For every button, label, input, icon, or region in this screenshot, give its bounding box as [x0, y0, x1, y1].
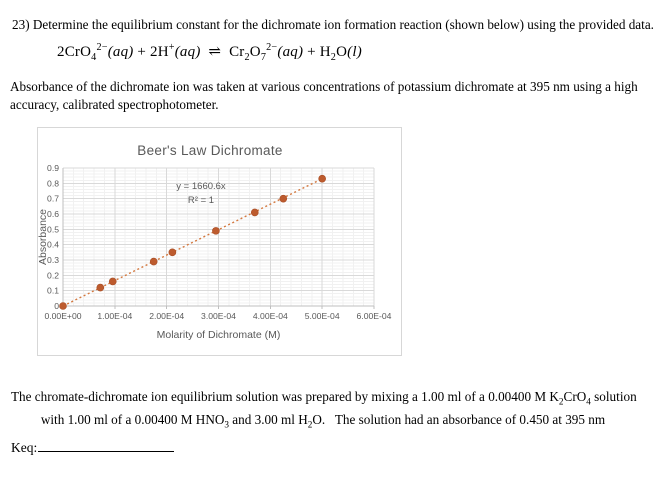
trendline: [62, 178, 323, 307]
x-tick-label: 3.00E-04: [201, 311, 236, 321]
y-tick-label: 0.2: [47, 270, 59, 280]
x-tick-label: 4.00E-04: [253, 311, 288, 321]
data-point: [212, 227, 220, 235]
y-tick-label: 0.5: [47, 224, 59, 234]
trendline-equation-label: y = 1660.6x: [176, 181, 226, 192]
y-tick-label: 0.3: [47, 255, 59, 265]
closing-paragraph: The chromate-dichromate ion equilibrium …: [11, 388, 637, 434]
x-tick-label: 2.00E-04: [149, 311, 184, 321]
trendline-r-squared-label: R² = 1: [188, 195, 214, 206]
data-point: [250, 208, 259, 217]
x-axis-title: Molarity of Dichromate (M): [157, 329, 281, 341]
question-text: 23) Determine the equilibrium constant f…: [12, 17, 654, 32]
keq-answer-row: Keq:: [11, 438, 175, 456]
data-point: [168, 248, 177, 257]
intro-line-2: accuracy, calibrated spectrophotometer.: [10, 96, 219, 112]
data-point: [108, 277, 117, 286]
keq-answer-blank: [38, 438, 175, 452]
x-tick-label: 1.00E-04: [97, 311, 132, 321]
keq-label: Keq:: [11, 440, 38, 455]
y-tick-label: 0: [54, 301, 59, 311]
data-point: [149, 257, 158, 266]
intro-paragraph: Absorbance of the dichromate ion was tak…: [10, 78, 638, 113]
x-tick-label: 5.00E-04: [305, 311, 340, 321]
y-axis-title: Absorbance: [38, 209, 49, 265]
chart-title: Beer's Law Dichromate: [137, 143, 282, 158]
beers-law-chart-canvas: 0.00E+00 1.00E-04 2.00E-04 3.00E-04 4.00E-04…: [38, 143, 392, 341]
y-tick-label: 0.4: [47, 240, 59, 250]
y-tick-label: 0.1: [47, 286, 59, 296]
y-tick-label: 0.8: [47, 178, 59, 188]
x-tick-label: 6.00E-04: [357, 311, 392, 321]
beers-law-chart: 0.00E+00 1.00E-04 2.00E-04 3.00E-04 4.00E-04…: [37, 127, 402, 356]
intro-line-1: Absorbance of the dichromate ion was tak…: [10, 79, 638, 94]
data-point: [318, 174, 326, 183]
data-point: [59, 302, 67, 310]
closing-line-2: with 1.00 ml of a 0.00400 M HNO3 and 3.0…: [40, 412, 606, 430]
data-point: [279, 194, 288, 203]
y-tick-label: 0.6: [47, 209, 59, 219]
y-tick-label: 0.9: [47, 163, 59, 173]
data-point: [96, 283, 105, 292]
y-tick-label: 0.7: [47, 194, 59, 204]
reaction-equation: 2CrO42−(aq) + 2H+(aq) ⇌ Cr2O72−(aq) + H2…: [57, 42, 362, 63]
x-tick-label: 0.00E+00: [44, 311, 81, 321]
closing-line-1: The chromate-dichromate ion equilibrium …: [11, 389, 637, 407]
